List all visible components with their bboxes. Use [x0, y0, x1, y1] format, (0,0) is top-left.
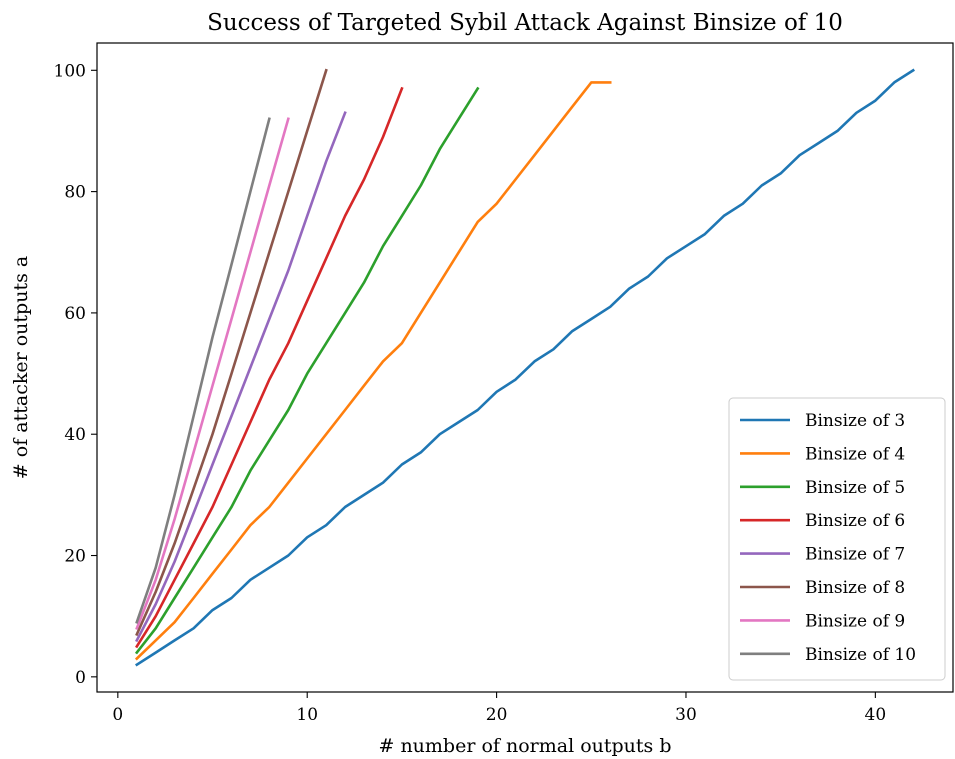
series-line-7: [135, 117, 290, 630]
legend-label: Binsize of 3: [805, 411, 905, 431]
x-tick-label: 20: [486, 705, 508, 725]
x-axis-label: # number of normal outputs b: [378, 735, 671, 757]
chart-title: Success of Targeted Sybil Attack Against…: [207, 10, 843, 36]
axes-frame: [96, 42, 954, 693]
series-line-5: [135, 111, 347, 643]
legend-box: [728, 397, 946, 681]
series-line-8: [135, 117, 271, 624]
series-line-1: [135, 68, 915, 667]
legend-label: Binsize of 6: [805, 511, 905, 531]
legend-label: Binsize of 10: [805, 645, 916, 665]
y-tick-label: 60: [64, 304, 86, 324]
x-axis: 0 10 20 30 40: [112, 692, 886, 725]
y-tick-label: 100: [54, 61, 86, 81]
x-tick-label: 40: [865, 705, 887, 725]
series-line-6: [135, 68, 328, 637]
legend-label: Binsize of 5: [805, 478, 905, 498]
y-tick-label: 80: [64, 183, 86, 203]
series-line-2: [134, 81, 612, 661]
y-tick-label: 40: [64, 425, 86, 445]
legend-label: Binsize of 4: [805, 444, 905, 464]
y-tick-label: 0: [75, 668, 86, 688]
x-tick-label: 30: [675, 705, 697, 725]
y-axis: 0 20 40 60 80 100: [54, 61, 97, 688]
legend-label: Binsize of 8: [805, 578, 905, 598]
legend: Binsize of 3 Binsize of 4 Binsize of 5 Bins…: [728, 397, 946, 681]
y-tick-label: 20: [64, 547, 86, 567]
series-line-3: [134, 86, 480, 655]
legend-label: Binsize of 9: [805, 611, 905, 631]
x-tick-label: 10: [296, 705, 318, 725]
series-line-4: [135, 86, 404, 649]
x-tick-label: 0: [112, 705, 123, 725]
plot-lines: [134, 68, 915, 667]
legend-label: Binsize of 7: [805, 545, 905, 565]
y-axis-label: # of attacker outputs a: [10, 256, 32, 479]
